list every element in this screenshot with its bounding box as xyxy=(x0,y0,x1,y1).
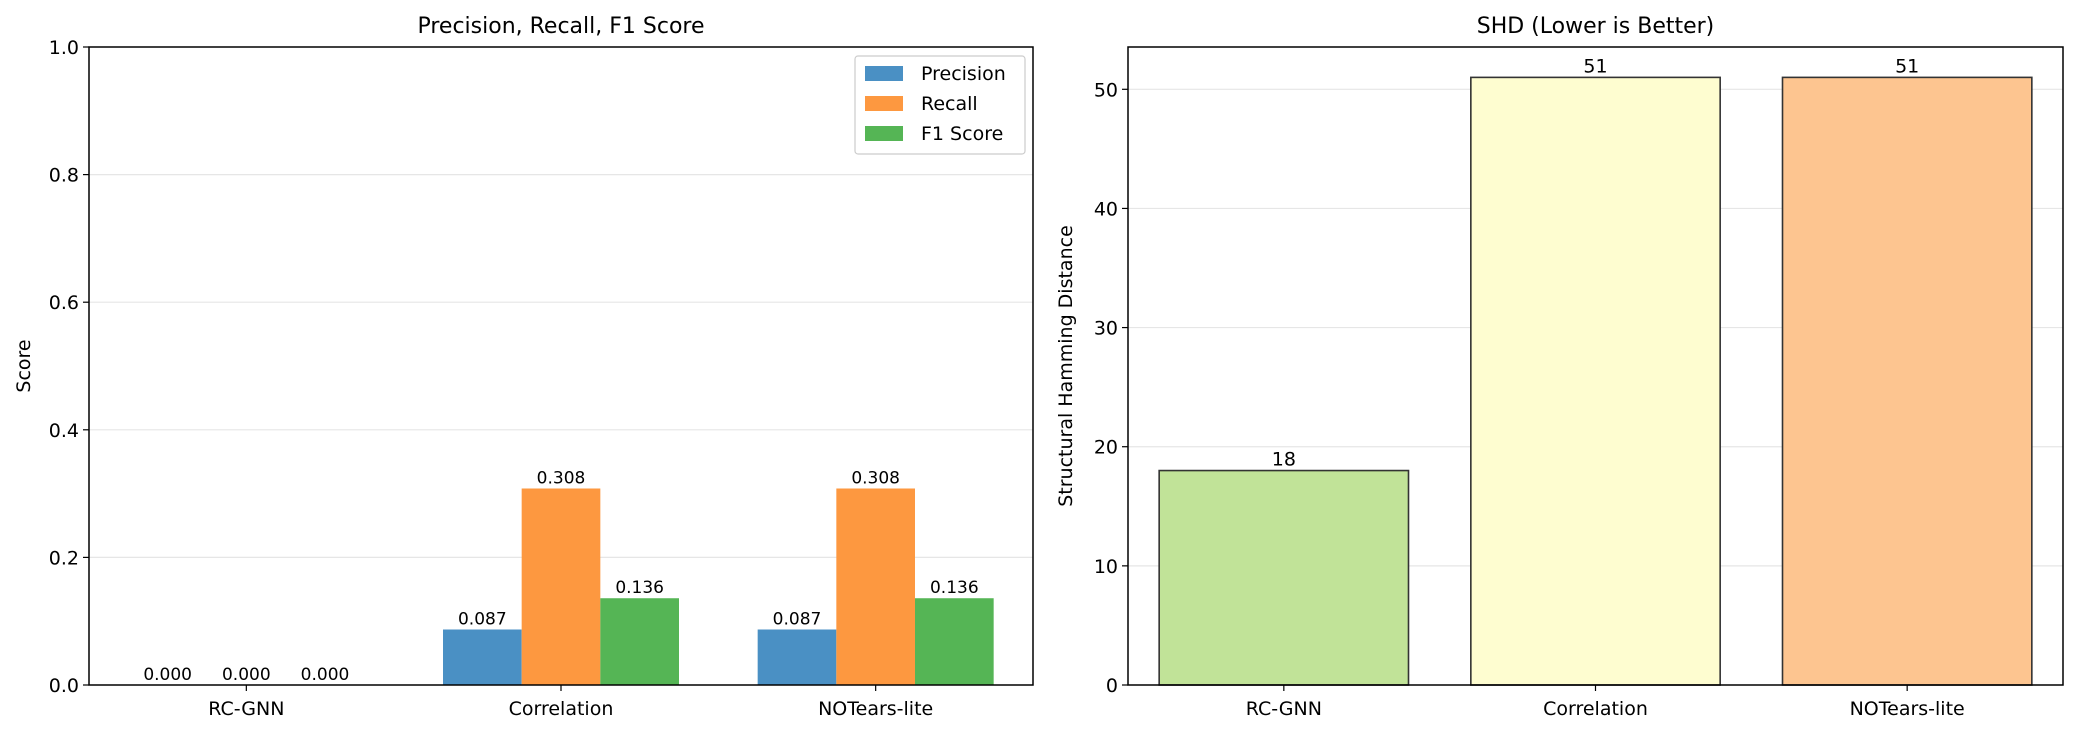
y-tick-label: 0.0 xyxy=(49,675,79,697)
legend-label: Precision xyxy=(921,63,1006,85)
x-tick-label: Correlation xyxy=(1543,698,1648,720)
y-tick-label: 30 xyxy=(1094,318,1118,340)
y-tick-label: 1.0 xyxy=(49,37,79,59)
legend-swatch xyxy=(865,66,903,81)
legend: Precision Recall F1 Score xyxy=(854,55,1026,155)
bar-value-label: 0.136 xyxy=(615,578,664,598)
bar-value-label: 0.000 xyxy=(222,665,271,685)
right-data-labels: 18 51 51 xyxy=(1272,55,1920,470)
x-tick-label: Correlation xyxy=(509,698,614,720)
y-tick-label: 20 xyxy=(1094,437,1118,459)
x-tick-label: NOTears-lite xyxy=(1850,698,1965,720)
bar-value-label: 0.087 xyxy=(773,609,822,629)
y-tick-label: 0 xyxy=(1106,675,1118,697)
legend-label: F1 Score xyxy=(921,123,1003,145)
bar xyxy=(1158,469,1410,686)
bar-value-label: 51 xyxy=(1583,55,1607,77)
left-bars xyxy=(443,488,994,685)
right-bars xyxy=(1158,76,2033,686)
right-plot-frame xyxy=(1127,46,2064,686)
bar-value-label: 0.000 xyxy=(143,665,192,685)
bar xyxy=(1781,76,2033,686)
right-y-ticks: 0 10 20 30 40 50 xyxy=(1094,79,1128,697)
bar-value-label: 0.087 xyxy=(458,609,507,629)
bar-value-label: 0.308 xyxy=(851,468,900,488)
y-tick-label: 10 xyxy=(1094,556,1118,578)
bar xyxy=(521,488,601,685)
legend-swatch xyxy=(865,96,903,111)
right-y-axis-label: Structural Hamming Distance xyxy=(1055,225,1077,507)
bar xyxy=(600,598,679,685)
y-tick-label: 40 xyxy=(1094,198,1118,220)
bar-value-label: 0.136 xyxy=(930,578,979,598)
bar xyxy=(443,629,522,685)
legend-swatch xyxy=(865,126,903,141)
left-chart: Precision, Recall, F1 Score Score 0.0000… xyxy=(13,14,1034,720)
bar xyxy=(757,629,837,685)
y-tick-label: 0.6 xyxy=(49,292,79,314)
legend-label: Recall xyxy=(921,93,978,115)
x-tick-label: NOTears-lite xyxy=(818,698,933,720)
left-data-labels: 0.000 0.087 0.087 0.000 0.308 0.308 0.000 0.136… xyxy=(143,468,978,685)
bar-value-label: 18 xyxy=(1272,449,1296,471)
bar-value-label: 0.000 xyxy=(301,665,350,685)
left-chart-title: Precision, Recall, F1 Score xyxy=(417,14,704,39)
left-x-ticks: RC-GNN Correlation NOTears-lite xyxy=(208,685,933,720)
y-tick-label: 50 xyxy=(1094,79,1118,101)
x-tick-label: RC-GNN xyxy=(1246,698,1322,720)
left-y-axis-label: Score xyxy=(13,339,35,392)
bar xyxy=(1470,76,1721,686)
right-chart: SHD (Lower is Better) Structural Hamming… xyxy=(1055,14,2064,720)
y-tick-label: 0.4 xyxy=(49,420,79,442)
bar xyxy=(836,488,915,685)
y-tick-label: 0.2 xyxy=(49,547,79,569)
y-tick-label: 0.8 xyxy=(49,165,79,187)
right-x-ticks: RC-GNN Correlation NOTears-lite xyxy=(1246,685,1965,720)
bar xyxy=(915,598,994,685)
x-tick-label: RC-GNN xyxy=(208,698,284,720)
bar-value-label: 0.308 xyxy=(537,468,586,488)
right-chart-title: SHD (Lower is Better) xyxy=(1477,14,1715,39)
bar-value-label: 51 xyxy=(1895,55,1919,77)
left-y-ticks: 0.0 0.2 0.4 0.6 0.8 1.0 xyxy=(49,37,89,697)
left-plot-frame xyxy=(88,46,1034,686)
